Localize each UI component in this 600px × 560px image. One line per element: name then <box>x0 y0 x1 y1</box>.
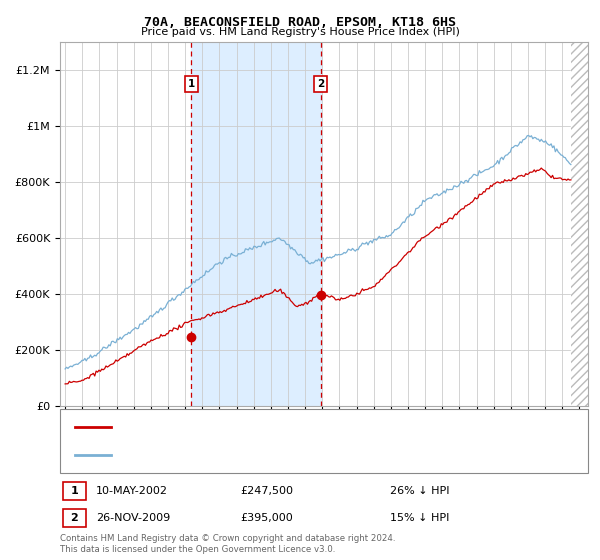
Text: 10-MAY-2002: 10-MAY-2002 <box>96 486 168 496</box>
Text: Price paid vs. HM Land Registry's House Price Index (HPI): Price paid vs. HM Land Registry's House … <box>140 27 460 37</box>
Text: 70A, BEACONSFIELD ROAD, EPSOM, KT18 6HS: 70A, BEACONSFIELD ROAD, EPSOM, KT18 6HS <box>144 16 456 29</box>
Text: £247,500: £247,500 <box>240 486 293 496</box>
Text: 15% ↓ HPI: 15% ↓ HPI <box>390 513 449 523</box>
Text: 2: 2 <box>71 513 78 523</box>
Text: 26-NOV-2009: 26-NOV-2009 <box>96 513 170 523</box>
Text: £395,000: £395,000 <box>240 513 293 523</box>
Bar <box>571 42 588 406</box>
Bar <box>571 42 588 406</box>
Text: 1: 1 <box>188 79 195 89</box>
Text: 70A, BEACONSFIELD ROAD, EPSOM, KT18 6HS (detached house): 70A, BEACONSFIELD ROAD, EPSOM, KT18 6HS … <box>117 422 452 432</box>
Text: 2: 2 <box>317 79 324 89</box>
Text: 1: 1 <box>71 486 78 496</box>
Bar <box>191 42 320 406</box>
Text: 26% ↓ HPI: 26% ↓ HPI <box>390 486 449 496</box>
Text: Contains HM Land Registry data © Crown copyright and database right 2024.
This d: Contains HM Land Registry data © Crown c… <box>60 534 395 554</box>
Text: HPI: Average price, detached house, Epsom and Ewell: HPI: Average price, detached house, Epso… <box>117 450 398 460</box>
